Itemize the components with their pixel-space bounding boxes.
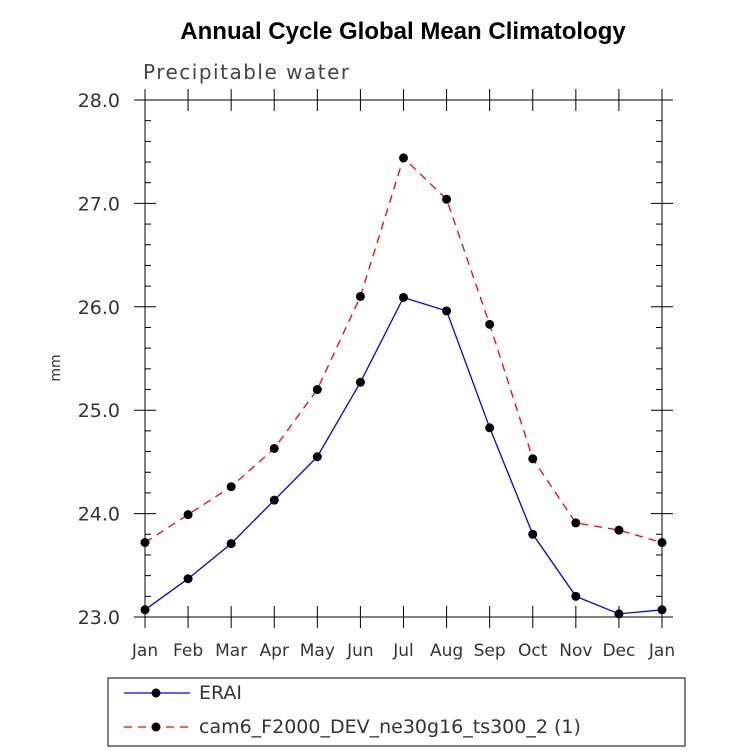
data-point-erai	[140, 605, 150, 615]
x-tick-label: Jan	[648, 641, 675, 661]
data-point-erai	[269, 495, 279, 505]
data-point-erai	[183, 574, 193, 584]
data-point-erai	[355, 377, 365, 387]
data-point-erai	[226, 539, 236, 549]
chart-subtitle: Precipitable water	[143, 60, 351, 84]
x-tick-label: Feb	[173, 641, 203, 661]
legend-marker-erai	[151, 688, 161, 698]
series-layer	[140, 153, 667, 619]
data-point-cam6	[528, 454, 538, 464]
y-tick-label: 26.0	[78, 297, 120, 319]
axes: Jan Feb Mar Apr May Jun Jul Aug Sep Oct Nov Dec Jan 2…	[78, 89, 675, 661]
data-point-erai	[528, 529, 538, 539]
y-tick-label: 25.0	[78, 400, 120, 422]
data-point-cam6	[140, 538, 150, 548]
x-tick-label: Jun	[346, 641, 374, 661]
x-tick-label: Apr	[260, 641, 289, 661]
data-point-erai	[485, 423, 495, 433]
legend-marker-cam6	[151, 722, 161, 732]
x-tick-label: Dec	[602, 641, 635, 661]
data-point-cam6	[571, 518, 581, 528]
x-tick-label: Nov	[559, 641, 592, 661]
legend-item-erai: ERAI	[124, 682, 242, 704]
data-point-cam6	[485, 319, 495, 329]
x-tick-label: Aug	[430, 641, 463, 661]
data-point-erai	[614, 609, 624, 619]
y-tick-label: 23.0	[78, 607, 120, 629]
x-tick-label: May	[300, 641, 335, 661]
x-tick-label: Jan	[131, 641, 158, 661]
x-tick-label: Oct	[518, 641, 548, 661]
data-point-erai	[571, 591, 581, 601]
series-line-cam6	[144, 156, 663, 544]
data-point-cam6	[183, 510, 193, 520]
chart-title: Annual Cycle Global Mean Climatology	[180, 18, 626, 45]
data-point-erai	[657, 605, 667, 615]
data-point-erai	[442, 306, 452, 316]
data-point-cam6	[355, 291, 365, 301]
data-point-cam6	[399, 153, 408, 163]
x-tick-label: Jul	[392, 641, 414, 661]
legend-label-erai: ERAI	[199, 682, 242, 704]
y-tick-label: 27.0	[78, 193, 120, 215]
y-tick-label: 24.0	[78, 504, 120, 526]
x-tick-label: Sep	[474, 641, 506, 661]
y-axis-label: mm	[48, 354, 64, 381]
plot-frame	[144, 99, 663, 618]
data-point-cam6	[657, 538, 667, 548]
data-point-erai	[312, 452, 322, 462]
x-tick-label: Mar	[215, 641, 247, 661]
legend-item-cam6: cam6_F2000_DEV_ne30g16_ts300_2 (1)	[124, 716, 581, 738]
legend-label-cam6: cam6_F2000_DEV_ne30g16_ts300_2 (1)	[199, 716, 581, 738]
y-tick-label: 28.0	[78, 90, 120, 112]
legend-box	[107, 677, 686, 747]
data-point-cam6	[614, 525, 624, 535]
series-line-erai	[144, 296, 663, 615]
data-point-cam6	[312, 385, 322, 395]
data-point-erai	[399, 292, 408, 302]
data-point-cam6	[442, 194, 452, 204]
data-point-cam6	[269, 443, 279, 453]
data-point-cam6	[226, 482, 236, 492]
